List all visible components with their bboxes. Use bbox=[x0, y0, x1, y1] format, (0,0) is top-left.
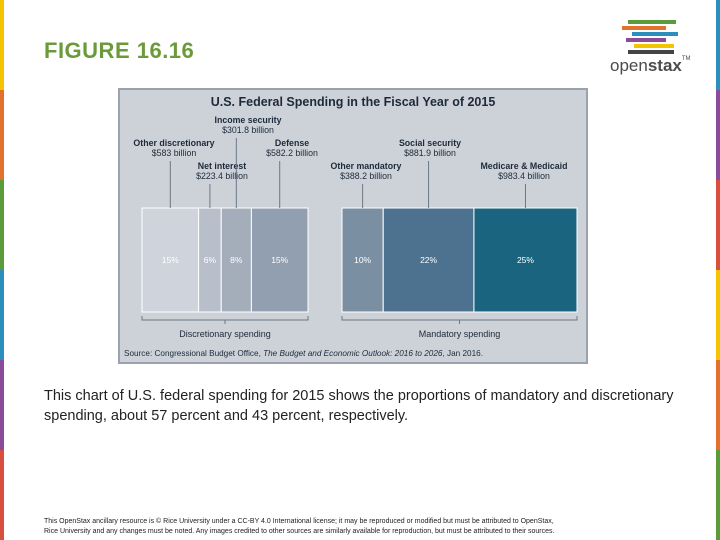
right-edge-stripe bbox=[716, 270, 720, 360]
group-label: Mandatory spending bbox=[419, 329, 501, 339]
category-label: Medicare & Medicaid bbox=[480, 161, 567, 171]
amount-label: $388.2 billion bbox=[340, 171, 392, 181]
slide-caption: This chart of U.S. federal spending for … bbox=[44, 388, 674, 424]
source-suffix: , Jan 2016. bbox=[442, 349, 483, 358]
left-edge-stripe bbox=[0, 180, 4, 270]
right-edge-stripe bbox=[716, 180, 720, 270]
left-edge-stripe bbox=[0, 90, 4, 180]
percent-label: 15% bbox=[271, 255, 288, 265]
amount-label: $583 billion bbox=[152, 148, 197, 158]
percent-label: 6% bbox=[204, 255, 217, 265]
right-edge-stripe bbox=[716, 90, 720, 180]
amount-label: $301.8 billion bbox=[222, 125, 274, 135]
category-label: Other discretionary bbox=[133, 138, 214, 148]
group-label: Discretionary spending bbox=[179, 329, 271, 339]
chart-title: U.S. Federal Spending in the Fiscal Year… bbox=[211, 95, 496, 109]
percent-label: 8% bbox=[230, 255, 243, 265]
logo-text-bold: stax bbox=[647, 56, 682, 75]
amount-label: $223.4 billion bbox=[196, 171, 248, 181]
bar-segment bbox=[341, 207, 384, 313]
license-line-2: Rice University and any changes must be … bbox=[44, 527, 555, 535]
logo-text-light: open bbox=[610, 56, 648, 75]
category-label: Other mandatory bbox=[331, 161, 402, 171]
source-title: The Budget and Economic Outlook: 2016 to… bbox=[263, 349, 443, 358]
bar-segment bbox=[250, 207, 309, 313]
group-bracket bbox=[341, 316, 578, 321]
category-label: Social security bbox=[399, 138, 461, 148]
category-label: Defense bbox=[275, 138, 309, 148]
amount-label: $983.4 billion bbox=[498, 171, 550, 181]
right-edge-stripe bbox=[716, 450, 720, 540]
category-label: Net interest bbox=[198, 161, 246, 171]
chart-panel: U.S. Federal Spending in the Fiscal Year… bbox=[118, 88, 588, 364]
books-icon bbox=[622, 20, 678, 54]
percent-label: 10% bbox=[354, 255, 371, 265]
amount-label: $881.9 billion bbox=[404, 148, 456, 158]
left-edge-stripe bbox=[0, 450, 4, 540]
bar-segment bbox=[382, 207, 475, 313]
right-edge-stripe bbox=[716, 360, 720, 450]
logo-wordmark: openstaxTM bbox=[610, 56, 691, 76]
slide-title: FIGURE 16.16 bbox=[44, 38, 195, 63]
percent-label: 25% bbox=[517, 255, 534, 265]
openstax-logo: openstaxTM bbox=[606, 18, 702, 78]
amount-label: $582.2 billion bbox=[266, 148, 318, 158]
logo-tm: TM bbox=[681, 56, 691, 62]
bar-segment bbox=[141, 207, 200, 313]
bar-segment bbox=[473, 207, 578, 313]
category-label: Income security bbox=[215, 115, 282, 125]
left-edge-stripe bbox=[0, 270, 4, 360]
source-prefix: Source: Congressional Budget Office, bbox=[124, 349, 263, 358]
left-edge-stripe bbox=[0, 0, 4, 90]
left-edge-stripe bbox=[0, 360, 4, 450]
right-edge-stripe bbox=[716, 0, 720, 90]
spending-chart: U.S. Federal Spending in the Fiscal Year… bbox=[124, 95, 578, 358]
chart-source: Source: Congressional Budget Office, The… bbox=[124, 349, 483, 358]
license-footer: This OpenStax ancillary resource is © Ri… bbox=[44, 517, 694, 536]
bar-segment bbox=[220, 207, 252, 313]
license-line-1: This OpenStax ancillary resource is © Ri… bbox=[44, 518, 554, 525]
percent-label: 22% bbox=[420, 255, 437, 265]
group-bracket bbox=[141, 316, 309, 321]
percent-label: 15% bbox=[162, 255, 179, 265]
